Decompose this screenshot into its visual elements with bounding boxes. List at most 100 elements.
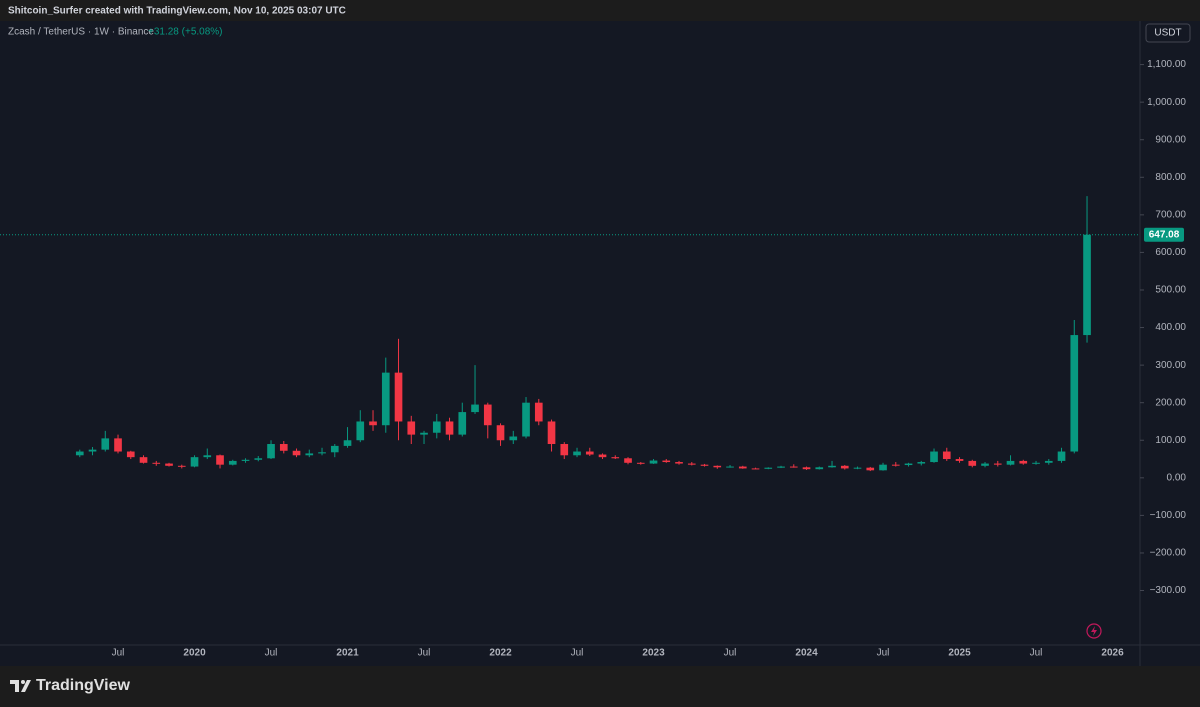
- y-tick-label: 400.00: [1155, 322, 1186, 333]
- chart-title: Zcash / TetherUS · 1W · Binance: [8, 27, 154, 38]
- candle-body: [432, 421, 441, 433]
- candle-body: [1057, 451, 1066, 461]
- candle-body: [840, 465, 849, 469]
- y-tick-label: −300.00: [1150, 585, 1187, 596]
- candle-body: [789, 466, 798, 468]
- candle-body: [547, 421, 556, 445]
- candle-body: [713, 465, 722, 468]
- candle-body: [1006, 460, 1015, 465]
- y-tick-label: −200.00: [1150, 548, 1187, 559]
- x-tick-label: 2025: [948, 648, 971, 659]
- x-tick-label: Jul: [877, 648, 890, 659]
- y-tick-label: 200.00: [1155, 397, 1186, 408]
- candle-body: [369, 421, 377, 426]
- candle-body: [139, 457, 148, 463]
- x-tick-label: 2023: [642, 648, 665, 659]
- y-tick-label: −100.00: [1150, 510, 1187, 521]
- y-tick-label: 1,100.00: [1147, 59, 1186, 70]
- currency[interactable]: USDT: [1154, 28, 1181, 39]
- candle-body: [356, 421, 365, 441]
- chart-panel: [0, 21, 1200, 666]
- candle-body: [802, 467, 811, 470]
- candle-body: [126, 451, 135, 458]
- candle-body: [815, 467, 824, 470]
- candle-body: [190, 457, 199, 467]
- candle-body: [203, 455, 212, 458]
- logo-mark[interactable]: [10, 680, 31, 692]
- x-tick-label: 2020: [183, 648, 206, 659]
- candle-body: [942, 451, 951, 460]
- x-tick-label: 2022: [489, 648, 512, 659]
- candle-body: [101, 438, 110, 450]
- candle-body: [764, 467, 773, 469]
- candle-body: [114, 438, 122, 452]
- y-tick-label: 100.00: [1155, 435, 1186, 446]
- candle-body: [458, 412, 467, 435]
- candle-body: [955, 459, 964, 461]
- alert-circle[interactable]: [1086, 623, 1102, 639]
- y-tick-label: 1,000.00: [1147, 97, 1186, 108]
- candle-body: [471, 404, 479, 413]
- candle-body: [75, 451, 84, 456]
- candle-body: [152, 462, 161, 464]
- x-tick-label: 2026: [1101, 648, 1124, 659]
- candle-body: [177, 465, 186, 467]
- candle-body: [330, 445, 339, 453]
- candle-body: [968, 460, 977, 466]
- logo-dot[interactable]: [21, 680, 25, 684]
- candle-body: [636, 462, 645, 464]
- x-tick-label: Jul: [265, 648, 278, 659]
- candle-body: [305, 453, 314, 456]
- candle-body: [241, 459, 250, 461]
- candle-body: [726, 466, 734, 468]
- price-change: +31.28 (+5.08%): [148, 27, 223, 38]
- header: Shitcoin_Surfer created with TradingView…: [8, 6, 346, 17]
- currency-box[interactable]: [1145, 23, 1191, 43]
- x-tick-label: Jul: [418, 648, 431, 659]
- x-tick-label: 2024: [795, 648, 818, 659]
- candle-body: [662, 460, 671, 463]
- candle-body: [585, 451, 594, 455]
- candle-body: [483, 404, 492, 426]
- candle-body: [318, 452, 326, 454]
- candle-body: [267, 444, 275, 459]
- candle-body: [649, 460, 658, 464]
- logo[interactable]: TradingView: [10, 677, 131, 694]
- candle-body: [420, 432, 428, 435]
- alert-icon[interactable]: [1086, 623, 1102, 639]
- candle-body: [700, 464, 709, 466]
- candle-body: [1070, 335, 1079, 452]
- candle-body: [88, 449, 97, 452]
- candles: [75, 196, 1091, 472]
- candle-body: [738, 466, 747, 469]
- candle-body: [1032, 462, 1040, 464]
- candle-body: [292, 450, 301, 456]
- candle-body: [394, 372, 403, 422]
- y-tick-label: 900.00: [1155, 134, 1186, 145]
- candle-body: [993, 463, 1002, 465]
- candle-body: [981, 463, 989, 466]
- y-tick-label: 0.00: [1167, 472, 1187, 483]
- logo-text[interactable]: TradingView: [36, 677, 131, 694]
- candle-body: [496, 425, 505, 441]
- candle-body: [343, 440, 352, 446]
- candle-body: [165, 463, 173, 466]
- candle-body: [228, 460, 237, 465]
- candle-body: [879, 464, 887, 471]
- candle-body: [853, 467, 862, 469]
- x-tick-label: Jul: [724, 648, 737, 659]
- y-tick-label: 300.00: [1155, 360, 1186, 371]
- candle-body: [866, 467, 875, 471]
- y-tick-label: 500.00: [1155, 285, 1186, 296]
- candle-body: [381, 372, 390, 426]
- alert-bolt[interactable]: [1091, 626, 1097, 636]
- candle-body: [611, 457, 620, 459]
- x-tick-label: Jul: [571, 648, 584, 659]
- x-tick-label: Jul: [112, 648, 125, 659]
- candle-body: [534, 402, 543, 422]
- candle-body: [560, 444, 569, 456]
- candle-body: [598, 454, 607, 458]
- x-tick-label: Jul: [1030, 648, 1043, 659]
- candle-body: [751, 468, 760, 470]
- candle-body: [904, 463, 913, 466]
